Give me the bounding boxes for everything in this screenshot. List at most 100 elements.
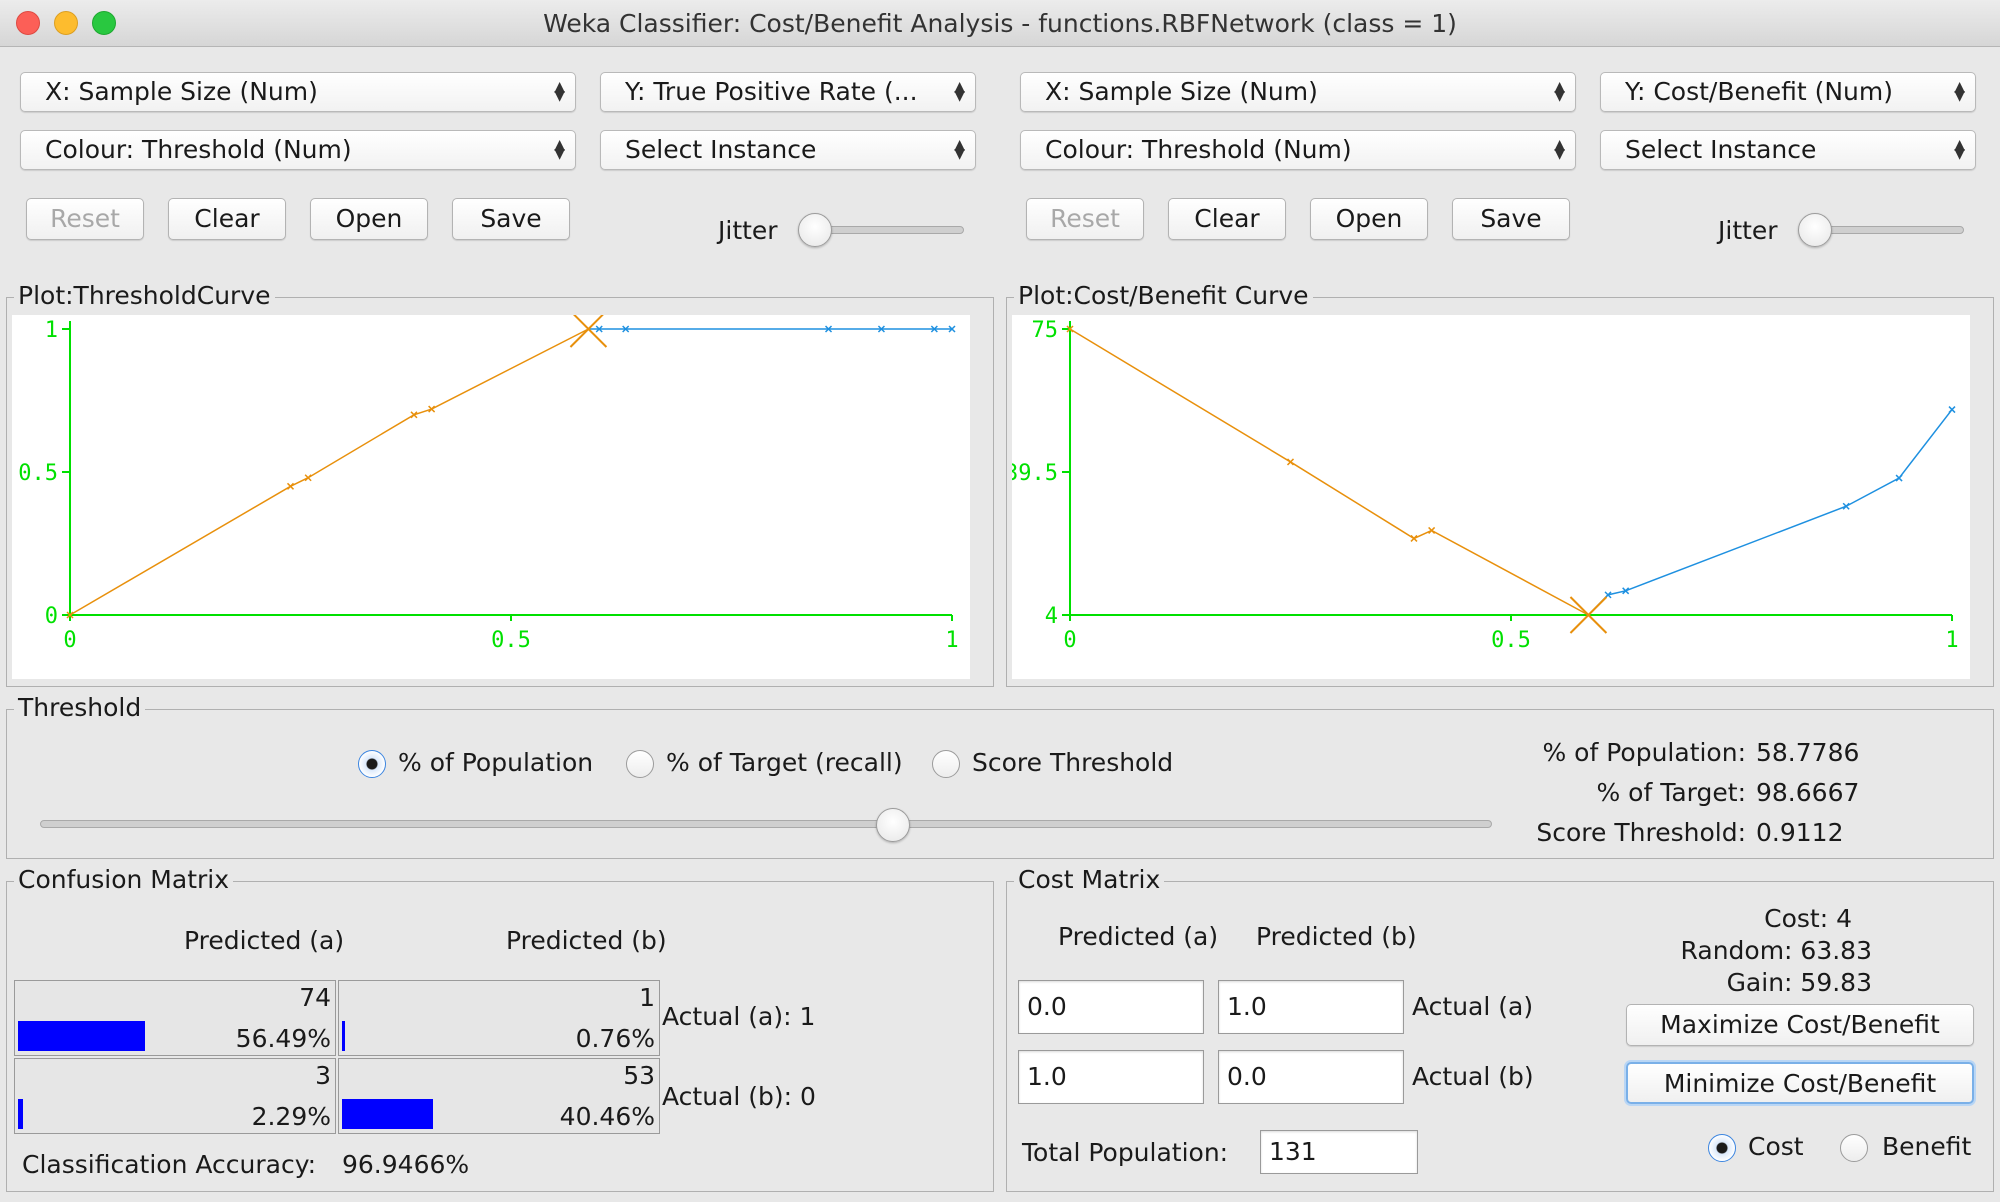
cost-value: Cost: 4	[1764, 904, 1852, 933]
data-point	[428, 405, 436, 413]
total-population-label: Total Population:	[1022, 1138, 1229, 1167]
left-save-button[interactable]: Save	[452, 198, 570, 240]
accuracy-value: 96.9466%	[342, 1150, 470, 1179]
right-colour-select[interactable]: Colour: Threshold (Num) ▲ ▼	[1020, 130, 1576, 170]
right-open-button[interactable]: Open	[1310, 198, 1428, 240]
updown-arrow-icon: ▲ ▼	[954, 137, 965, 162]
data-point	[1622, 587, 1630, 595]
cost-aa-field[interactable]: 0.0	[1018, 980, 1204, 1034]
threshold-slider-knob[interactable]	[876, 808, 911, 842]
right-x-axis-label: X: Sample Size (Num)	[1045, 77, 1318, 106]
updown-arrow-icon: ▲ ▼	[554, 137, 565, 162]
confusion-cell-aa: 74 56.49%	[14, 980, 336, 1056]
cost-benefit-curve-plot[interactable]: 4 39.5 75 0 0.5 1	[1012, 315, 1970, 679]
left-reset-button[interactable]: Reset	[26, 198, 144, 240]
data-point	[1895, 474, 1903, 482]
right-clear-button[interactable]: Clear	[1168, 198, 1286, 240]
right-y-axis-select[interactable]: Y: Cost/Benefit (Num) ▲ ▼	[1600, 72, 1976, 112]
updown-arrow-icon: ▲ ▼	[1554, 79, 1565, 104]
threshold-curve-group	[6, 297, 994, 687]
minimize-window-button[interactable]	[54, 11, 78, 35]
cell-count: 74	[299, 983, 331, 1012]
data-point	[1842, 502, 1850, 510]
threshold-curve-plot[interactable]: 0 0.5 1 0 0.5 1	[12, 315, 970, 679]
threshold-slider-track[interactable]	[40, 820, 1492, 828]
x-tick-label: 1	[1945, 628, 1958, 653]
right-save-button[interactable]: Save	[1452, 198, 1570, 240]
left-x-axis-select[interactable]: X: Sample Size (Num) ▲ ▼	[20, 72, 576, 112]
data-point	[1428, 526, 1436, 534]
minimize-cost-benefit-button[interactable]: Minimize Cost/Benefit	[1626, 1062, 1974, 1104]
right-select-instance[interactable]: Select Instance ▲ ▼	[1600, 130, 1976, 170]
right-y-axis-label: Y: Cost/Benefit (Num)	[1625, 77, 1893, 106]
cost-bb-field[interactable]: 0.0	[1218, 1050, 1404, 1104]
confusion-cell-ba: 3 2.29%	[14, 1058, 336, 1134]
cell-bar	[342, 1099, 433, 1129]
cost-benefit-curve-group	[1006, 297, 1994, 687]
cost-matrix-title: Cost Matrix	[1014, 865, 1165, 894]
cell-percent: 2.29%	[251, 1102, 331, 1131]
population-radio[interactable]	[358, 750, 386, 778]
accuracy-label: Classification Accuracy:	[22, 1150, 317, 1179]
cost-actual-a-label: Actual (a)	[1412, 992, 1534, 1021]
left-jitter-slider-knob[interactable]	[798, 213, 832, 247]
y-tick-label: 4	[1045, 604, 1058, 629]
left-clear-button[interactable]: Clear	[168, 198, 286, 240]
cell-percent: 56.49%	[235, 1024, 331, 1053]
population-stat-label: % of Population:	[1542, 738, 1746, 767]
data-point	[877, 325, 885, 333]
title-bar	[0, 0, 2000, 47]
score-threshold-radio[interactable]	[932, 750, 960, 778]
data-point	[824, 325, 833, 333]
benefit-radio[interactable]	[1840, 1134, 1868, 1162]
target-recall-radio-label: % of Target (recall)	[666, 748, 903, 777]
left-colour-select[interactable]: Colour: Threshold (Num) ▲ ▼	[20, 130, 576, 170]
data-point	[286, 482, 295, 490]
target-recall-radio[interactable]	[626, 750, 654, 778]
zoom-window-button[interactable]	[92, 11, 116, 35]
maximize-cost-benefit-button[interactable]: Maximize Cost/Benefit	[1626, 1004, 1974, 1046]
y-tick-label: 75	[1032, 318, 1059, 343]
close-window-button[interactable]	[16, 11, 40, 35]
left-x-axis-label: X: Sample Size (Num)	[45, 77, 318, 106]
left-select-instance[interactable]: Select Instance ▲ ▼	[600, 130, 976, 170]
right-x-axis-select[interactable]: X: Sample Size (Num) ▲ ▼	[1020, 72, 1576, 112]
updown-arrow-icon: ▲ ▼	[1554, 137, 1565, 162]
left-y-axis-select[interactable]: Y: True Positive Rate (... ▲ ▼	[600, 72, 976, 112]
data-point	[66, 611, 74, 619]
threshold-group	[6, 709, 1994, 859]
right-reset-button[interactable]: Reset	[1026, 198, 1144, 240]
confusion-cell-ab: 1 0.76%	[338, 980, 660, 1056]
confusion-predicted-b-header: Predicted (b)	[506, 926, 667, 955]
y-tick-label: 39.5	[1012, 461, 1058, 486]
cell-count: 3	[315, 1061, 331, 1090]
left-open-button[interactable]: Open	[310, 198, 428, 240]
right-jitter-label: Jitter	[1718, 216, 1778, 245]
cost-radio[interactable]	[1708, 1134, 1736, 1162]
cost-ba-field[interactable]: 1.0	[1018, 1050, 1204, 1104]
population-radio-label: % of Population	[398, 748, 594, 777]
right-jitter-slider-knob[interactable]	[1798, 213, 1832, 247]
data-point	[1286, 458, 1295, 466]
series-line-1	[1587, 409, 1953, 616]
cell-bar	[18, 1099, 23, 1129]
cost-predicted-a-header: Predicted (a)	[1058, 922, 1219, 951]
x-tick-label: 1	[945, 628, 958, 653]
y-tick-label: 0.5	[18, 461, 58, 486]
x-tick-label: 0	[63, 628, 76, 653]
data-point	[930, 325, 938, 333]
x-tick-label: 0.5	[491, 628, 531, 653]
left-select-instance-label: Select Instance	[625, 135, 817, 164]
total-population-field[interactable]: 131	[1260, 1130, 1418, 1174]
left-colour-label: Colour: Threshold (Num)	[45, 135, 352, 164]
updown-arrow-icon: ▲ ▼	[1954, 137, 1965, 162]
selected-point-marker	[1569, 596, 1608, 634]
threshold-group-title: Threshold	[14, 693, 146, 722]
confusion-predicted-a-header: Predicted (a)	[184, 926, 345, 955]
benefit-radio-label: Benefit	[1882, 1132, 1972, 1161]
data-point	[622, 325, 630, 333]
score-stat-value: 0.9112	[1756, 818, 1844, 847]
confusion-matrix-title: Confusion Matrix	[14, 865, 234, 894]
data-point	[1410, 534, 1418, 542]
cost-ab-field[interactable]: 1.0	[1218, 980, 1404, 1034]
